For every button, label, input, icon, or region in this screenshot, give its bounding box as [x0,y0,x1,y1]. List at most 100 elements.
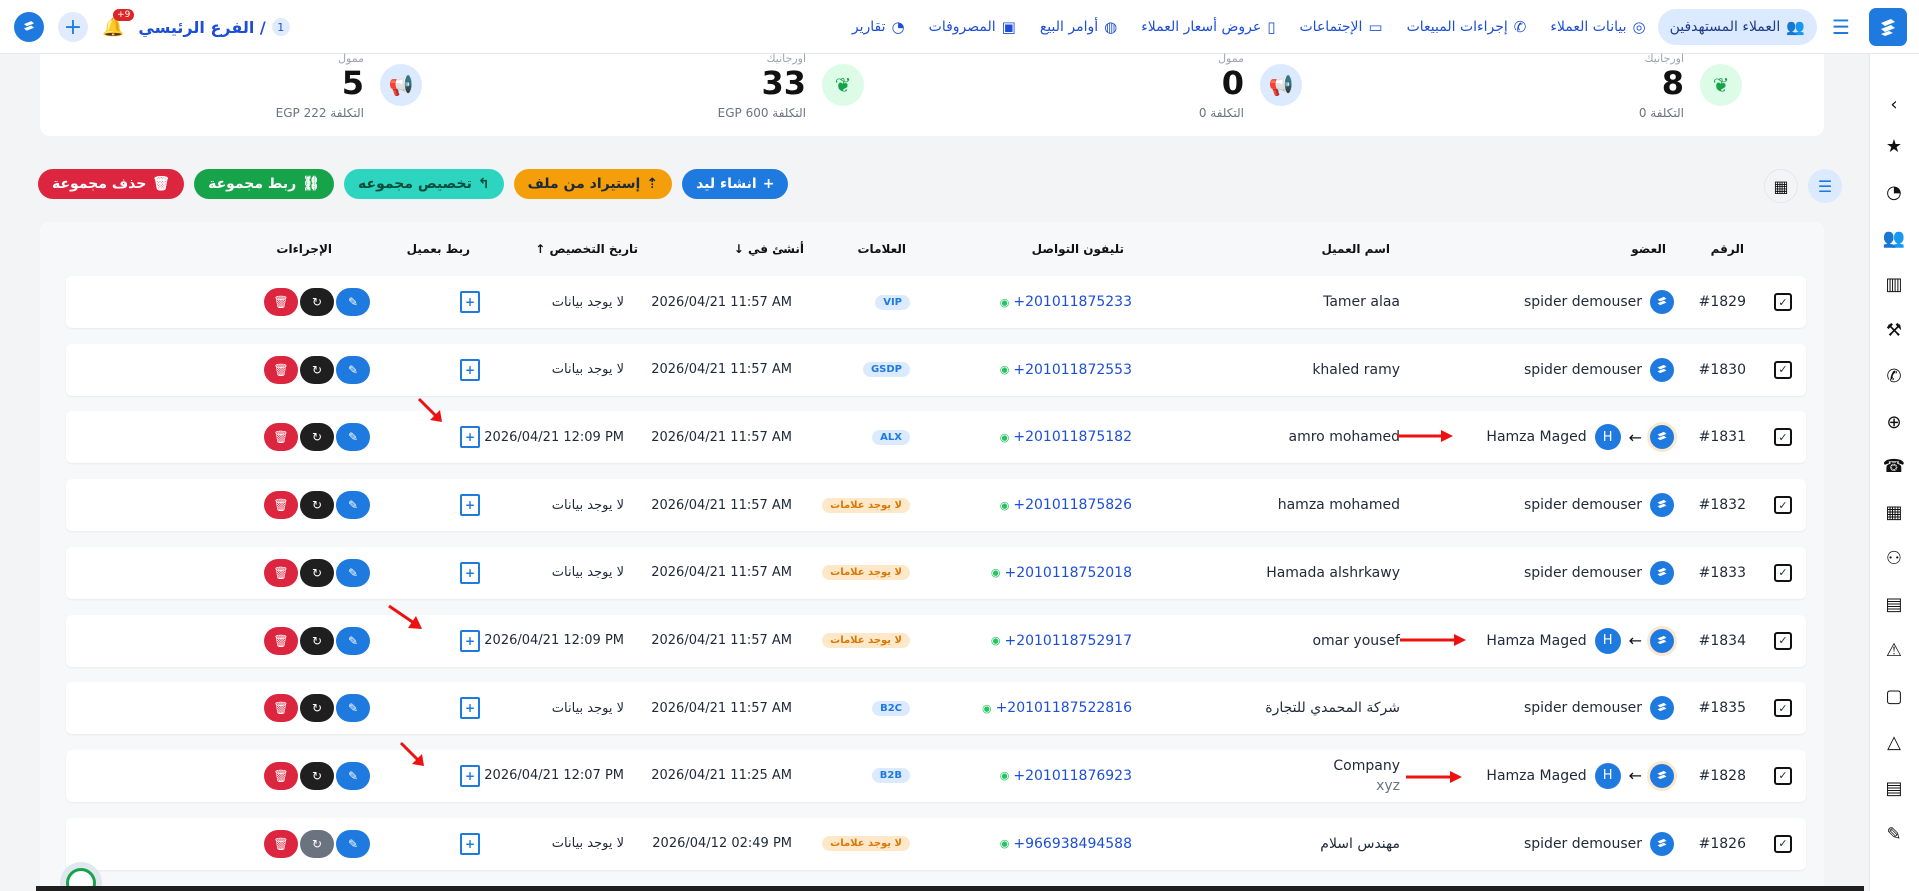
notifications-bell-icon[interactable]: 🔔 +9 [102,8,135,38]
link-customer-icon[interactable]: + [460,764,480,787]
delete-button[interactable]: 🗑 [264,694,298,723]
edit-button[interactable]: ✎ [336,355,370,384]
link-customer-icon[interactable]: + [460,426,480,449]
table-row[interactable]: ✓ #1831 ← H Hamza Maged amro mohamed ◉ +2010118… [66,411,1806,464]
invoice-icon[interactable]: ▤ [1885,777,1903,799]
dashboard-gauge-icon[interactable]: ◔ [1886,181,1902,203]
nav-expenses[interactable]: ▣ المصروفات [917,9,1028,45]
nav-customer-data[interactable]: ◎ بيانات العملاء [1538,9,1657,45]
row-checkbox[interactable]: ✓ [1774,766,1792,785]
grid-view-icon[interactable]: ▦ [1764,169,1798,203]
link-customer-icon[interactable]: + [460,494,480,517]
row-checkbox[interactable]: ✓ [1774,360,1792,379]
delete-button[interactable]: 🗑 [264,491,298,520]
location-target-icon[interactable]: ⊕ [1886,411,1902,433]
refresh-button[interactable]: ↻ [300,355,334,384]
refresh-button[interactable]: ↻ [300,829,334,858]
add-icon[interactable]: + [58,12,88,42]
table-row[interactable]: ✓ #1828 ← H Hamza Maged Company xyz ◉ +201011876… [66,749,1806,802]
building-icon[interactable]: ▥ [1885,273,1903,295]
delete-button[interactable]: 🗑 [264,626,298,655]
delete-button[interactable]: 🗑 [264,558,298,587]
refresh-button[interactable]: ↻ [300,423,334,452]
tools-icon[interactable]: ⚒ [1885,319,1903,341]
table-row[interactable]: ✓ #1833 spider demouser Hamada alshrkawy ◉ +2… [66,546,1806,599]
table-row[interactable]: ✓ #1832 spider demouser hamza mohamed ◉ +2010… [66,479,1806,532]
create-lead-button[interactable]: + انشاء ليد [682,169,789,199]
delete-button[interactable]: 🗑 [264,288,298,316]
refresh-button[interactable]: ↻ [300,626,334,655]
header-assigned-date[interactable]: تاريخ التخصيص ↑ [535,242,638,256]
delete-group-button[interactable]: 🗑 حذف مجموعة [38,169,185,199]
edit-button[interactable]: ✎ [336,829,370,858]
phone-cell[interactable]: ◉ +201011872553 [1000,344,1132,396]
edit-button[interactable]: ✎ [336,491,370,520]
team-icon[interactable]: ⚇ [1885,547,1903,569]
table-row[interactable]: ✓ #1835 spider demouser شركة المحمدي للتجار… [66,682,1806,735]
users-icon[interactable]: 👥 [1882,227,1906,249]
video-icon[interactable]: ▢ [1885,685,1903,707]
signature-icon[interactable]: ✎ [1886,823,1902,845]
money-icon[interactable]: ▤ [1885,593,1903,615]
list-view-icon[interactable]: ☰ [1808,169,1842,203]
link-customer-icon[interactable]: + [460,291,480,313]
nav-meetings[interactable]: ▭ الإجتماعات [1288,9,1395,45]
row-checkbox[interactable]: ✓ [1774,293,1792,311]
refresh-button[interactable]: ↻ [300,288,334,316]
collapse-chevron-icon[interactable]: ‹ [1890,93,1898,115]
row-checkbox[interactable]: ✓ [1774,496,1792,515]
phone-cell[interactable]: ◉ +201011875826 [1000,479,1132,531]
header-tags[interactable]: العلامات [857,242,907,256]
edit-button[interactable]: ✎ [336,626,370,655]
header-created[interactable]: أنشئ في ↓ [734,242,804,256]
link-customer-icon[interactable]: + [460,832,480,855]
hamburger-menu-icon[interactable]: ☰ [1832,14,1850,39]
nav-target-customers[interactable]: 👥 العملاء المستهدفين [1657,8,1817,45]
phone-calls-icon[interactable]: ✆ [1886,365,1902,387]
edit-button[interactable]: ✎ [336,423,370,452]
edit-button[interactable]: ✎ [336,694,370,723]
link-customer-icon[interactable]: + [460,629,480,652]
delete-button[interactable]: 🗑 [264,423,298,452]
import-file-button[interactable]: ⇡ إستيراد من ملف [513,169,673,199]
delete-button[interactable]: 🗑 [264,829,298,858]
link-customer-icon[interactable]: + [460,697,480,720]
phone-cell[interactable]: ◉ +201011876923 [1000,750,1132,802]
phone-cell[interactable]: ◉ +20101187522816 [982,682,1132,734]
refresh-button[interactable]: ↻ [300,558,334,587]
phone-cell[interactable]: ◉ +2010118752917 [991,615,1132,667]
row-checkbox[interactable]: ✓ [1774,699,1792,718]
refresh-button[interactable]: ↻ [300,761,334,790]
row-checkbox[interactable]: ✓ [1774,563,1792,582]
delete-button[interactable]: 🗑 [264,355,298,384]
mountain-icon[interactable]: △ [1887,731,1901,753]
delete-button[interactable]: 🗑 [264,761,298,790]
telephone-icon[interactable]: ☎ [1882,455,1906,477]
warning-icon[interactable]: ⚠ [1885,639,1903,661]
nav-reports[interactable]: ◔ تقارير [840,9,917,45]
edit-button[interactable]: ✎ [336,761,370,790]
phone-cell[interactable]: ◉ +201011875182 [1000,411,1132,463]
link-customer-icon[interactable]: + [460,561,480,584]
nav-quotes[interactable]: ▯ عروض أسعار العملاء [1129,9,1287,45]
phone-cell[interactable]: ◉ +2010118752018 [991,547,1132,599]
table-row[interactable]: ✓ #1826 spider demouser مهندس اسلام ◉ +966938… [66,817,1806,870]
table-row[interactable]: ✓ #1834 ← H Hamza Maged omar yousef ◉ +20101187… [66,614,1806,667]
row-checkbox[interactable]: ✓ [1774,631,1792,650]
app-logo[interactable] [1869,7,1907,46]
refresh-button[interactable]: ↻ [300,491,334,520]
link-customer-icon[interactable]: + [460,358,480,381]
link-group-button[interactable]: ⛓ ربط مجموعة [194,169,335,199]
phone-cell[interactable]: ◉ +201011875233 [1000,276,1132,328]
calendar-clock-icon[interactable]: ▦ [1885,501,1903,523]
assign-group-button[interactable]: ↰ تخصيص مجموعه [344,169,504,199]
table-row[interactable]: ✓ #1830 spider demouser khaled ramy ◉ +201011… [66,343,1806,396]
nav-sales-orders[interactable]: ◍ أوامر البيع [1028,9,1129,45]
star-icon[interactable]: ★ [1885,135,1903,157]
phone-cell[interactable]: ◉ +966938494588 [1000,818,1132,870]
bottom-scrollbar[interactable] [36,886,1864,891]
refresh-button[interactable]: ↻ [300,694,334,723]
table-row[interactable]: ✓ #1829 spider demouser Tamer alaa ◉ +2010118… [66,276,1806,328]
company-logo-icon[interactable] [14,12,44,42]
edit-button[interactable]: ✎ [336,558,370,587]
